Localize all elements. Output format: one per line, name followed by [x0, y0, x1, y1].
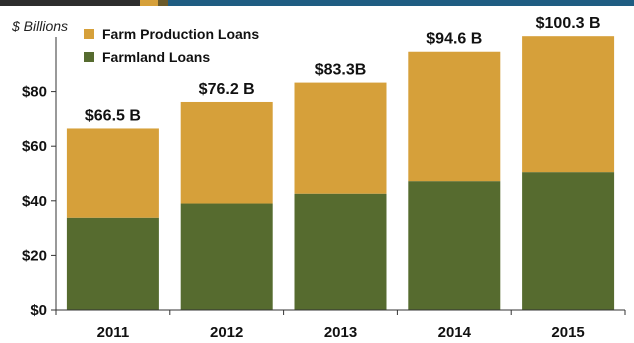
- legend: Farm Production Loans Farmland Loans: [84, 26, 259, 65]
- bar-total-label: $83.3B: [315, 62, 367, 79]
- bar-total-label: $100.3 B: [536, 15, 601, 32]
- bar-segment: [294, 193, 387, 310]
- top-color-strip: [0, 0, 634, 6]
- y-axis-label: $ Billions: [11, 18, 68, 34]
- bar-segment: [408, 181, 501, 310]
- legend-label: Farmland Loans: [102, 49, 210, 65]
- x-axis: 2011 2012 2013 2014 2015: [55, 309, 626, 341]
- legend-label: Farm Production Loans: [102, 26, 259, 42]
- y-tick-label: $40: [22, 193, 47, 210]
- bars: $66.5 B $76.2 B $83.3B $94.6 B $100.3 B: [66, 15, 615, 310]
- x-tick-label: 2014: [438, 324, 472, 341]
- bar-total-label: $66.5 B: [85, 107, 141, 124]
- x-tick-label: 2013: [324, 324, 357, 341]
- bar-total-label: $94.6 B: [426, 31, 482, 48]
- bar-segment: [522, 172, 615, 310]
- y-tick-label: $80: [22, 84, 47, 101]
- bar-segment: [66, 128, 159, 218]
- bar-segment: [408, 51, 501, 182]
- y-tick-label: $60: [22, 138, 47, 155]
- bar-segment: [66, 217, 159, 310]
- y-tick-label: $0: [30, 302, 47, 319]
- bar-segment: [522, 36, 615, 173]
- x-tick-label: 2012: [210, 324, 243, 341]
- legend-swatch: [84, 29, 94, 39]
- bar-segment: [294, 82, 387, 194]
- x-tick-label: 2011: [97, 324, 130, 341]
- bar-segment: [180, 101, 273, 204]
- bar-total-label: $76.2 B: [199, 81, 255, 98]
- y-axis: $0 $20 $40 $60 $80: [22, 37, 57, 319]
- legend-swatch: [84, 52, 94, 62]
- x-tick-label: 2015: [551, 324, 584, 341]
- bar-segment: [180, 203, 273, 310]
- y-tick-label: $20: [22, 247, 47, 264]
